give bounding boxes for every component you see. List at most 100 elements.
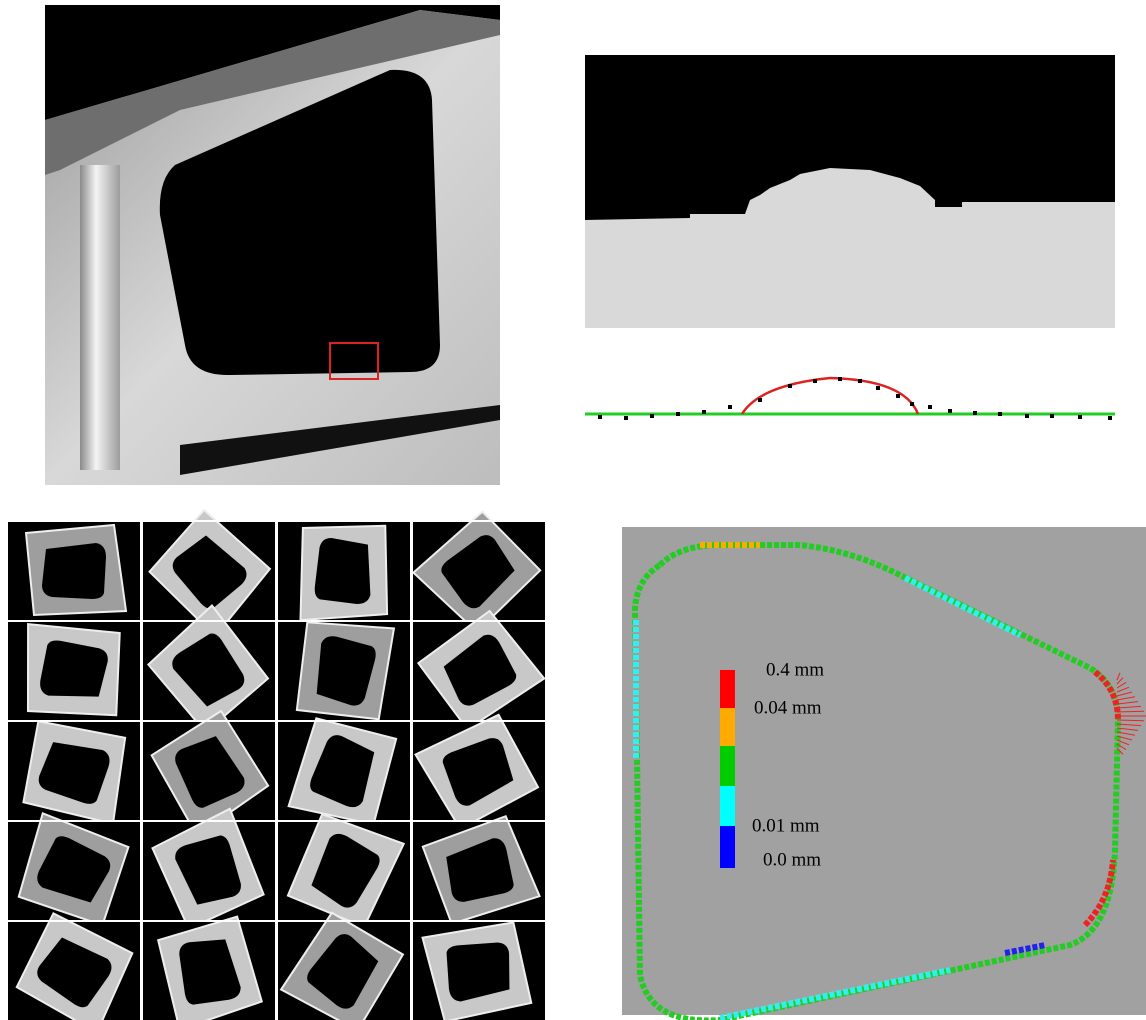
thumbnail-window [307, 934, 379, 1009]
thumbnail-window [441, 535, 515, 609]
thumbnail-grid [6, 508, 547, 1020]
sample-point [1078, 415, 1082, 419]
thumbnail-window [316, 636, 376, 706]
thumbnail [276, 911, 412, 1020]
whisker [1116, 701, 1139, 705]
thumbnail-part [421, 814, 541, 926]
thumbnail-part [150, 709, 270, 837]
whisker [1116, 705, 1142, 709]
sample-point [948, 409, 952, 413]
sample-points [598, 377, 1112, 420]
thumbnail-part [22, 720, 127, 826]
contour-segment [1082, 859, 1116, 928]
zoom-surface [585, 168, 1115, 328]
thumbnail-part [286, 812, 406, 929]
thumbnail-part [151, 807, 265, 931]
sample-point [1108, 416, 1112, 420]
thumbnail-part [299, 524, 389, 622]
thumbnail [141, 709, 277, 837]
part-rib [80, 165, 120, 470]
thumbnail [411, 814, 547, 926]
sample-point [598, 415, 602, 419]
whisker [1116, 731, 1136, 736]
thumbnail-window [443, 634, 517, 706]
thumbnail [141, 915, 277, 1020]
thumbnail-part [146, 603, 270, 734]
thumbnail [6, 811, 142, 927]
sample-point [728, 405, 732, 409]
sample-point [910, 402, 914, 406]
sample-point [838, 377, 842, 381]
sample-point [702, 410, 706, 414]
thumbnail [6, 720, 142, 826]
thumbnail-window [37, 937, 112, 1008]
sample-point [650, 414, 654, 418]
sample-point [676, 412, 680, 416]
whisker [1116, 719, 1145, 722]
thumbnail-window [179, 939, 241, 1005]
legend-swatch [720, 708, 735, 746]
thumbnail-part [421, 921, 533, 1020]
thumbnail-part [24, 523, 128, 617]
sample-point [858, 379, 862, 383]
thumbnail-part [17, 811, 130, 927]
legend-label: 0.04 mm [754, 697, 822, 718]
legend-label: 0.0 mm [763, 849, 821, 870]
contour-line [631, 542, 1122, 1020]
sample-point [998, 412, 1002, 416]
legend-label: 0.01 mm [752, 815, 820, 836]
thumbnail-window [314, 538, 371, 604]
thumbnail [411, 510, 547, 634]
thumbnail-window [42, 543, 106, 599]
part-window [159, 69, 440, 376]
legend-swatch [720, 746, 735, 786]
sample-point [788, 384, 792, 388]
contour-segment [719, 967, 951, 1020]
sample-point [928, 405, 932, 409]
part-top-face [45, 10, 500, 175]
thumbnail-window [446, 942, 510, 1002]
thumbnail [141, 508, 277, 638]
thumbnail-window [172, 633, 245, 707]
legend-label: 0.4 mm [766, 659, 824, 680]
sample-point [896, 394, 900, 398]
whisker [1116, 747, 1124, 755]
whisker [1116, 677, 1124, 685]
contour-bg [622, 527, 1146, 1015]
thumbnail-window [446, 838, 514, 902]
thumbnail-window [311, 833, 380, 908]
sample-point [1050, 414, 1054, 418]
whisker [1116, 723, 1142, 727]
thumbnail [276, 717, 412, 826]
legend-swatch [720, 826, 735, 868]
contour-segment [1093, 669, 1121, 721]
whisker [1116, 743, 1127, 751]
zoom-box [329, 342, 379, 380]
thumbnail-window [37, 836, 111, 903]
thumbnail [411, 920, 547, 1020]
whisker [1116, 735, 1133, 741]
thumbnail-part [156, 915, 264, 1020]
whisker [1116, 686, 1130, 693]
sample-point [1025, 414, 1029, 418]
sample-point [973, 411, 977, 415]
thumbnail [6, 911, 142, 1020]
thumbnail [276, 812, 412, 929]
thumbnail-window [442, 738, 514, 806]
thumbnail [6, 520, 142, 622]
thumbnail-window [175, 736, 245, 808]
thumbnail [276, 620, 412, 722]
whisker [1116, 739, 1130, 746]
thumbnail [6, 620, 142, 722]
sample-point [813, 379, 817, 383]
whisker [1116, 681, 1127, 689]
thumbnail-window [38, 742, 110, 804]
thumbnail-part [287, 717, 398, 826]
thumbnail-window [40, 640, 108, 697]
thumbnail [411, 609, 547, 731]
zoom-panel [585, 55, 1115, 420]
legend-swatch [720, 786, 735, 826]
sample-point [758, 398, 762, 402]
part-render [45, 5, 500, 485]
